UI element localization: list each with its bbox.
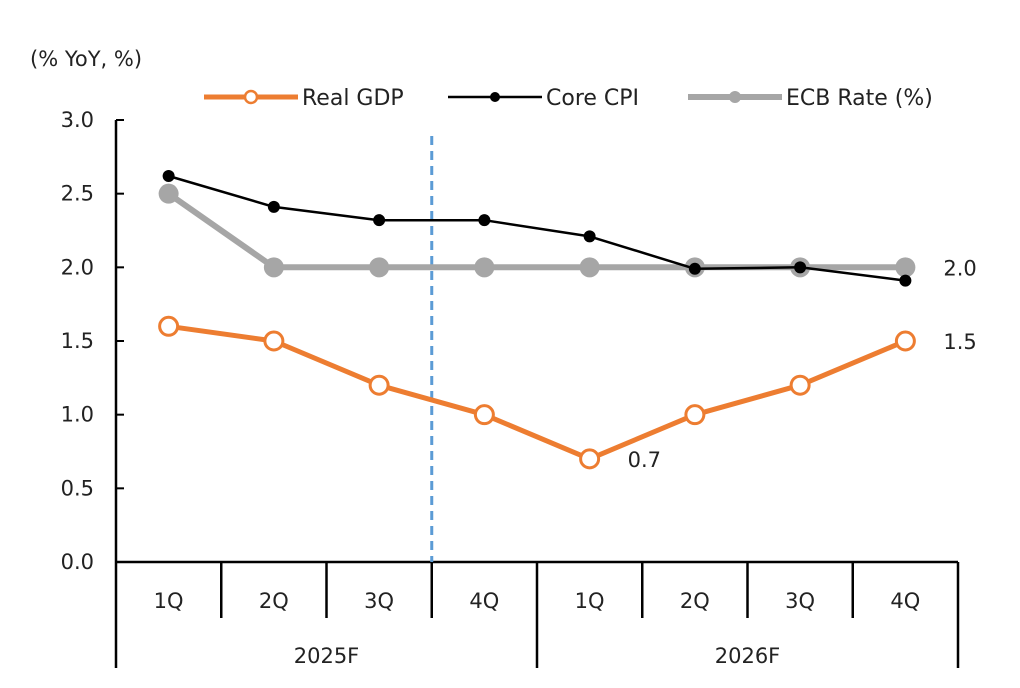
x-category-label: 4Q	[469, 589, 499, 613]
data-point-core-cpi	[899, 274, 912, 287]
x-category-label: 2Q	[259, 589, 289, 613]
x-category-label: 1Q	[575, 589, 605, 613]
data-label: 2.0	[943, 256, 976, 280]
y-unit-label: (% YoY, %)	[30, 47, 142, 71]
data-label: 1.5	[943, 330, 976, 354]
data-point-core-cpi	[162, 169, 175, 182]
data-point-real-gdp	[263, 330, 285, 352]
data-point-real-gdp	[894, 330, 916, 352]
legend-swatch-marker	[243, 89, 259, 105]
data-point-core-cpi	[794, 261, 807, 274]
data-point-ecb-rate	[895, 257, 916, 278]
data-point-core-cpi	[267, 200, 280, 213]
series-line-core-cpi	[168, 174, 906, 282]
y-tick-label: 3.0	[61, 108, 94, 132]
legend-swatch-marker	[490, 92, 500, 102]
x-category-label: 1Q	[154, 589, 184, 613]
data-point-real-gdp	[473, 404, 495, 426]
legend-item-ecb-rate: ECB Rate (%)	[688, 86, 933, 111]
data-point-real-gdp	[158, 315, 180, 337]
legend-item-core-cpi: Core CPI	[448, 86, 639, 111]
legend-swatch-marker	[729, 91, 741, 103]
data-point-ecb-rate	[158, 183, 179, 204]
x-group-label: 2026F	[715, 644, 781, 668]
data-point-real-gdp	[789, 374, 811, 396]
legend: Real GDP Core CPI ECB Rate (%)	[204, 86, 933, 111]
data-point-real-gdp	[368, 374, 390, 396]
data-point-core-cpi	[373, 214, 386, 227]
data-point-core-cpi	[688, 262, 701, 275]
y-tick-label: 1.5	[61, 329, 94, 353]
data-point-real-gdp	[579, 448, 601, 470]
data-point-ecb-rate	[263, 257, 284, 278]
x-category-label: 3Q	[785, 589, 815, 613]
y-tick-label: 1.0	[61, 403, 94, 427]
series-core-cpi	[162, 169, 912, 287]
data-point-ecb-rate	[369, 257, 390, 278]
legend-label: ECB Rate (%)	[786, 86, 933, 111]
data-point-ecb-rate	[474, 257, 495, 278]
x-category-label: 4Q	[890, 589, 920, 613]
y-tick-label: 0.0	[61, 550, 94, 574]
y-tick-label: 2.5	[61, 182, 94, 206]
x-group-label: 2025F	[294, 644, 360, 668]
legend-label: Core CPI	[546, 86, 639, 111]
series-layer	[158, 169, 916, 470]
legend-label: Real GDP	[302, 86, 404, 111]
data-point-ecb-rate	[579, 257, 600, 278]
series-real-gdp	[158, 315, 916, 470]
labels-layer: 0.7 1.5 2.0	[628, 256, 977, 472]
axes-layer: (% YoY, %) 0.0 0.5 1.0 1.5 2.0 2.5 3.0 1Q 2Q 3Q 4Q 1…	[30, 47, 960, 668]
x-category-label: 2Q	[680, 589, 710, 613]
y-tick-label: 2.0	[61, 255, 94, 279]
y-tick-label: 0.5	[61, 476, 94, 500]
data-point-real-gdp	[684, 404, 706, 426]
legend-item-real-gdp: Real GDP	[204, 86, 404, 111]
data-point-core-cpi	[583, 230, 596, 243]
series-line-real-gdp	[168, 323, 907, 462]
x-category-label: 3Q	[364, 589, 394, 613]
data-point-core-cpi	[478, 214, 491, 227]
data-label: 0.7	[628, 448, 661, 472]
